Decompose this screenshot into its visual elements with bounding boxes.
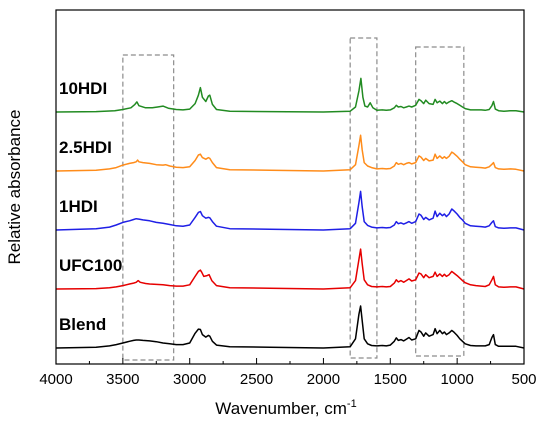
- series-labels: 10HDI 2.5HDI 1HDI UFC100 Blend: [59, 79, 122, 334]
- x-axis-label: Wavenumber, cm-1: [215, 398, 356, 418]
- x-axis-ticks: 4000 3500 3000 2500 2000 1500 1000 500: [39, 358, 537, 388]
- x-tick-label: 500: [511, 371, 536, 388]
- highlight-box-2: [349, 37, 378, 359]
- series-line-10hdi: [55, 77, 525, 113]
- x-tick-label: 2000: [307, 371, 340, 388]
- highlight-box-1: [122, 54, 175, 361]
- series-line-blend: [55, 305, 525, 349]
- plot-frame: [55, 9, 525, 365]
- x-tick-label: 2500: [240, 371, 273, 388]
- series-line-2-5hdi: [55, 134, 525, 172]
- x-axis-label-superscript: -1: [347, 398, 357, 410]
- series-label-1hdi: 1HDI: [59, 197, 98, 216]
- x-axis-label-text: Wavenumber, cm: [215, 399, 347, 418]
- y-axis-label: Relative absorbance: [5, 110, 24, 265]
- series-line-1hdi: [55, 190, 525, 231]
- series-label-10hdi: 10HDI: [59, 79, 107, 98]
- highlight-box-3: [415, 46, 465, 357]
- series-label-blend: Blend: [59, 315, 106, 334]
- series-label-ufc100: UFC100: [59, 256, 122, 275]
- series-label-2-5hdi: 2.5HDI: [59, 138, 112, 157]
- x-tick-label: 1500: [374, 371, 407, 388]
- x-tick-label: 3000: [173, 371, 206, 388]
- series-line-ufc100: [55, 248, 525, 290]
- highlight-regions: [122, 37, 465, 361]
- x-tick-label: 1000: [440, 371, 473, 388]
- x-tick-label: 3500: [106, 371, 139, 388]
- spectra-series: [55, 77, 525, 349]
- x-tick-label: 4000: [39, 371, 72, 388]
